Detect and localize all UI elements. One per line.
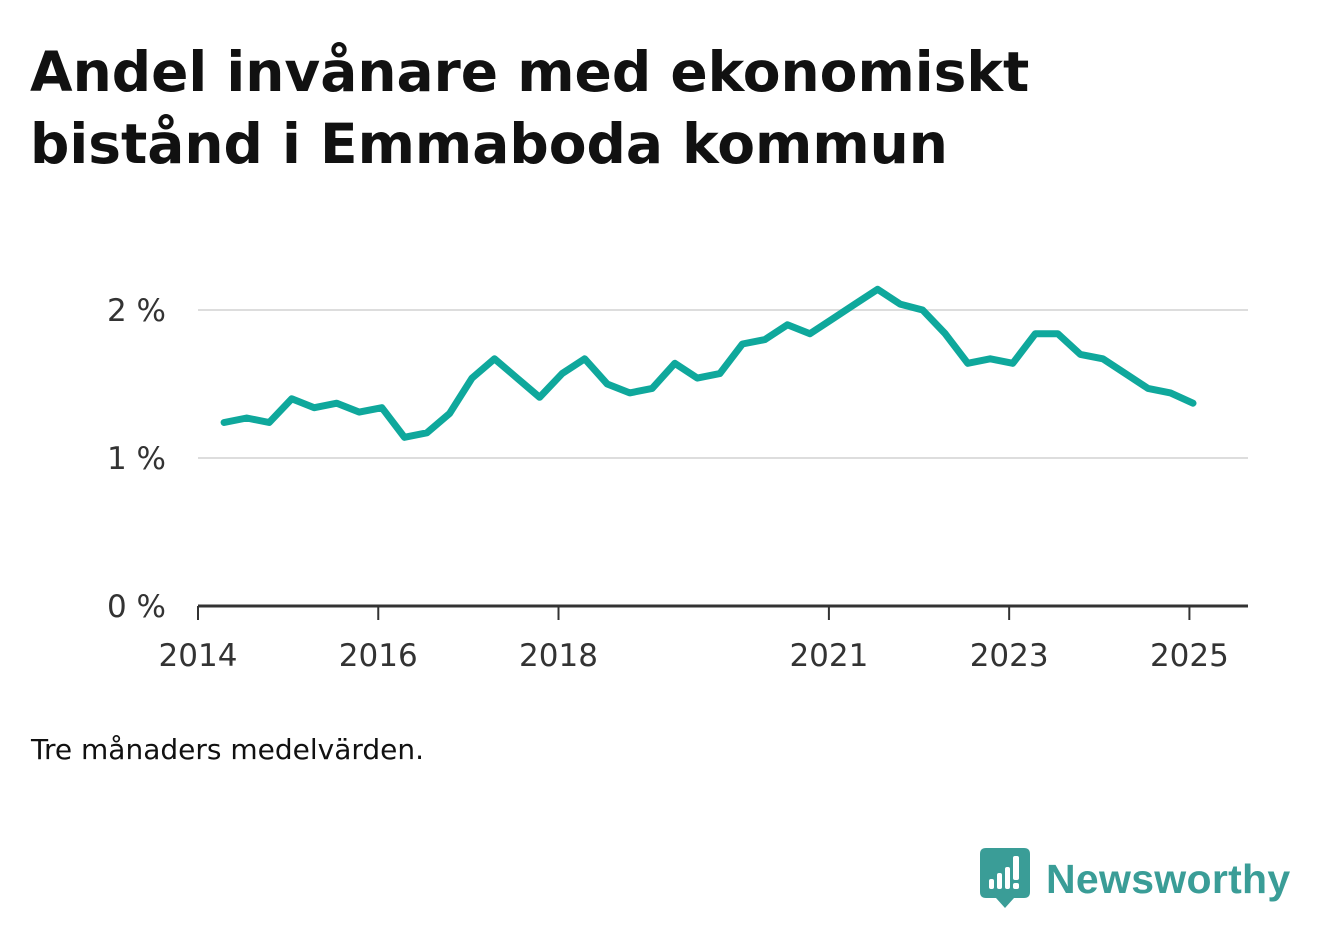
x-axis-labels: 2014 2016 2018 2021 2023 2025 (159, 638, 1229, 674)
brand-name: Newsworthy (1046, 855, 1291, 902)
x-axis (197, 604, 1248, 620)
series-line-0 (220, 285, 1197, 441)
series-layer (220, 285, 1197, 441)
x-tick-label: 2023 (970, 638, 1049, 674)
bar-chart-speech-bubble-icon (980, 848, 1030, 908)
line-chart: 0 % 1 % 2 % 2014 2016 2018 2021 2023 2025 (107, 285, 1248, 674)
brand-logo: Newsworthy (980, 848, 1291, 910)
x-tick-label: 2014 (159, 638, 238, 674)
x-tick-label: 2016 (339, 638, 418, 674)
y-tick-label: 0 % (107, 589, 166, 625)
chart-note: Tre månaders medelvärden. (31, 733, 425, 766)
chart-title: Andel invånare med ekonomiskt bistånd i … (30, 40, 1030, 176)
x-tick-label: 2021 (789, 638, 868, 674)
x-tick-label: 2018 (519, 638, 598, 674)
y-tick-label: 1 % (107, 441, 166, 477)
y-tick-label: 2 % (107, 293, 166, 329)
y-axis-labels: 0 % 1 % 2 % (107, 293, 166, 625)
x-tick-label: 2025 (1150, 638, 1229, 674)
gridlines (198, 309, 1248, 459)
